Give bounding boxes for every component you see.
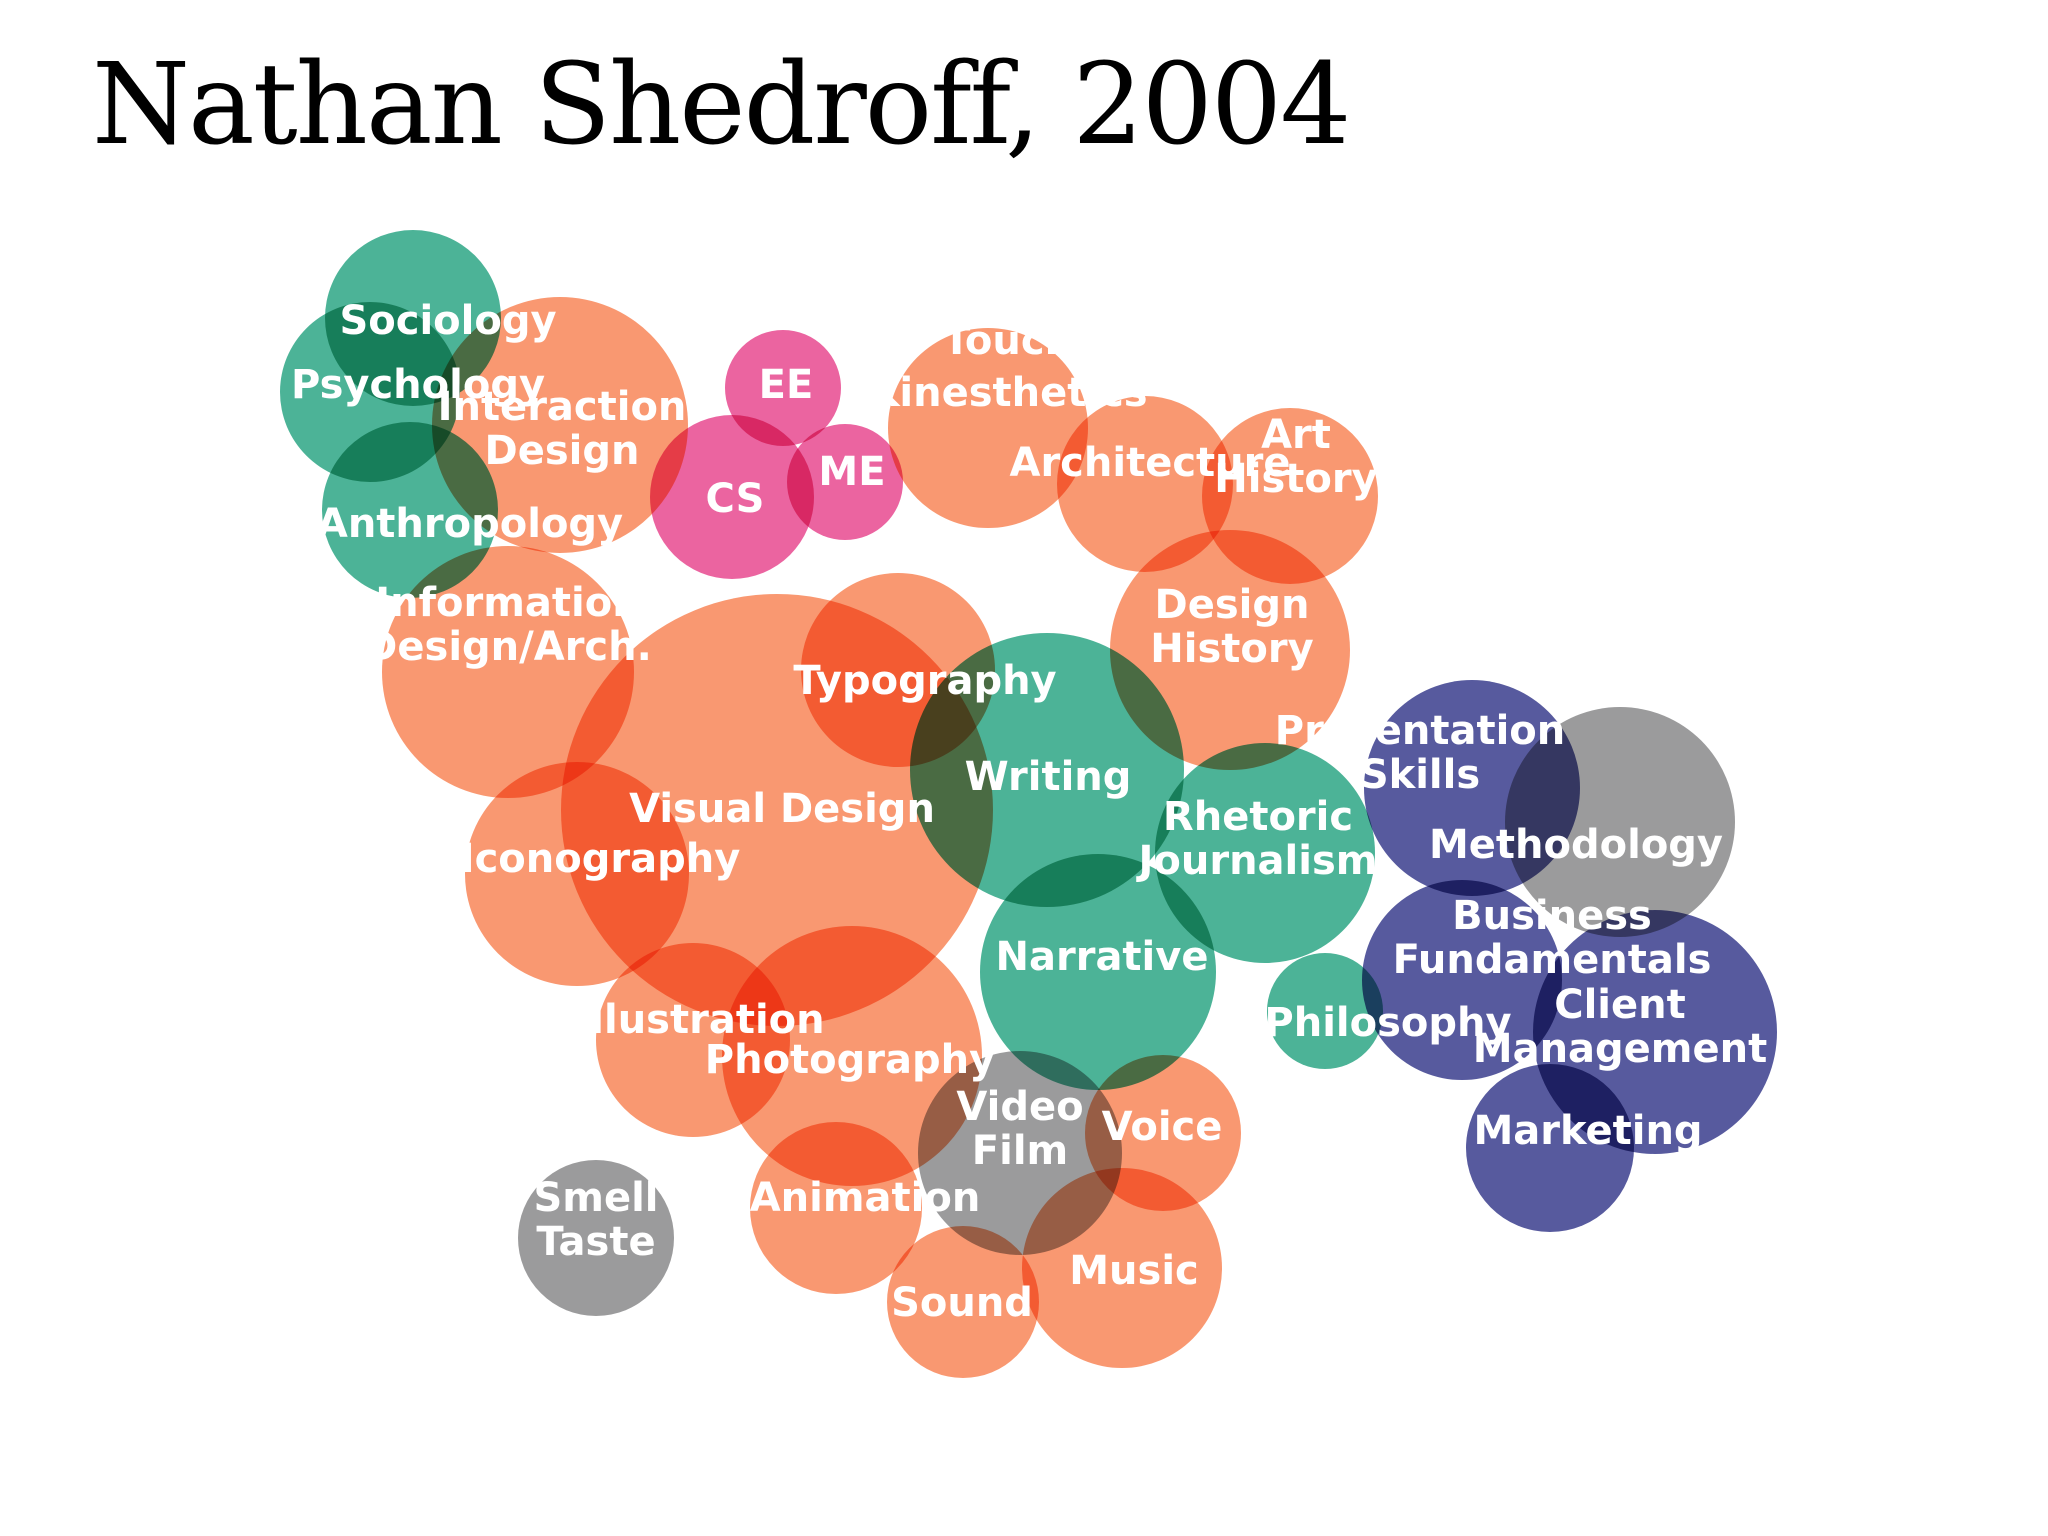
bubble-animation: [750, 1122, 922, 1294]
label-sound: Sound: [891, 1280, 1033, 1326]
label-line: History: [1214, 456, 1377, 502]
label-line: ME: [818, 449, 885, 495]
label-line: Philosophy: [1264, 1000, 1511, 1046]
bubble-writing: [910, 633, 1184, 907]
bubble-information-design: [382, 546, 634, 798]
bubble-marketing: [1466, 1064, 1634, 1232]
label-interaction-design: Interaction Design: [438, 384, 687, 474]
bubble-photography: [722, 926, 982, 1186]
label-line: Information: [375, 580, 640, 626]
bubble-iconography: [465, 762, 689, 986]
bubble-music: [1022, 1168, 1222, 1368]
label-line: Skills: [1360, 752, 1480, 798]
slide-title: Nathan Shedroff, 2004: [92, 40, 1351, 170]
label-line: Art: [1261, 412, 1331, 458]
label-line: Music: [1069, 1248, 1199, 1294]
label-line: Methodology: [1429, 822, 1723, 868]
label-line: Touch: [943, 318, 1073, 364]
label-architecture: Architecture: [1010, 440, 1291, 486]
label-line: Architecture: [1010, 440, 1291, 486]
label-line: Design: [485, 428, 640, 474]
bubble-interaction-design: [432, 297, 688, 553]
label-touch-kinesthetics: Touch Kinesthetics: [868, 318, 1147, 416]
label-line: Business: [1452, 893, 1652, 939]
label-line: Animation: [750, 1175, 981, 1221]
label-line: Film: [972, 1128, 1068, 1174]
bubble-sound: [887, 1226, 1039, 1378]
label-anthropology: Anthropology: [317, 501, 623, 547]
label-line: Fundamentals: [1393, 937, 1712, 983]
bubble-business-fundamentals: [1362, 880, 1562, 1080]
label-line: Photography: [705, 1037, 995, 1083]
label-writing: Writing: [965, 754, 1132, 800]
bubble-rhetoric-journalism: [1155, 743, 1375, 963]
bubble-touch-kinesthetics: [888, 328, 1088, 528]
bubble-architecture: [1057, 396, 1233, 572]
label-art-history: Art History: [1214, 412, 1377, 502]
label-me: ME: [818, 449, 885, 495]
label-line: Sound: [891, 1280, 1033, 1326]
label-line: Narrative: [996, 934, 1209, 980]
label-visual-design: Visual Design: [629, 786, 935, 832]
label-line: Presentation: [1275, 708, 1566, 754]
bubble-methodology: [1505, 707, 1735, 937]
bubble-cs: [650, 415, 814, 579]
label-sociology: Sociology: [339, 298, 556, 344]
label-line: Design: [1155, 582, 1310, 628]
label-typography: Typography: [793, 658, 1056, 704]
label-line: Journalism: [1136, 838, 1378, 884]
label-line: Marketing: [1473, 1108, 1702, 1154]
label-animation: Animation: [750, 1175, 981, 1221]
label-illustration: Illustration: [575, 997, 824, 1043]
label-voice: Voice: [1102, 1104, 1223, 1150]
label-line: Interaction: [438, 384, 687, 430]
label-cs: CS: [706, 476, 765, 522]
label-psychology: Psychology: [291, 362, 545, 408]
label-line: Anthropology: [317, 501, 623, 547]
label-video-film: Video Film: [956, 1084, 1083, 1174]
bubble-smell-taste: [518, 1160, 674, 1316]
label-line: Client: [1554, 982, 1686, 1028]
bubble-narrative: [980, 854, 1216, 1090]
bubble-me: [787, 424, 903, 540]
label-line: Management: [1473, 1026, 1767, 1072]
label-line: Video: [956, 1084, 1083, 1130]
label-information-design: Information Design/Arch.: [364, 580, 652, 670]
label-rhetoric-journalism: Rhetoric Journalism: [1136, 794, 1378, 884]
label-marketing: Marketing: [1473, 1108, 1702, 1154]
label-line: Sociology: [339, 298, 556, 344]
label-line: Smell: [533, 1175, 658, 1221]
label-line: Typography: [793, 658, 1056, 704]
bubble-philosophy: [1267, 953, 1383, 1069]
bubble-labels: Sociology Psychology Anthropology Interacti…: [291, 298, 1767, 1326]
label-smell-taste: Smell Taste: [533, 1175, 658, 1265]
label-line: Illustration: [575, 997, 824, 1043]
label-client-management: Client Management: [1473, 982, 1767, 1072]
label-iconography: Iconography: [460, 836, 741, 882]
label-line: CS: [706, 476, 765, 522]
label-line: Iconography: [460, 836, 741, 882]
label-methodology: Methodology: [1429, 822, 1723, 868]
label-line: History: [1150, 626, 1313, 672]
label-line: Psychology: [291, 362, 545, 408]
label-line: Design/Arch.: [364, 624, 652, 670]
label-ee: EE: [759, 362, 814, 408]
label-presentation-skills: Presentation Skills: [1275, 708, 1566, 798]
label-line: Writing: [965, 754, 1132, 800]
label-philosophy: Philosophy: [1264, 1000, 1511, 1046]
label-line: Voice: [1102, 1104, 1223, 1150]
bubble-ee: [725, 330, 841, 446]
label-design-history: Design History: [1150, 582, 1313, 672]
label-photography: Photography: [705, 1037, 995, 1083]
label-music: Music: [1069, 1248, 1199, 1294]
label-line: Rhetoric: [1163, 794, 1353, 840]
bubble-circles: [280, 230, 1777, 1378]
label-line: EE: [759, 362, 814, 408]
label-line: Taste: [536, 1219, 655, 1265]
label-line: Visual Design: [629, 786, 935, 832]
label-narrative: Narrative: [996, 934, 1209, 980]
label-line: Kinesthetics: [868, 370, 1147, 416]
label-business-fundamentals: Business Fundamentals: [1393, 893, 1712, 983]
